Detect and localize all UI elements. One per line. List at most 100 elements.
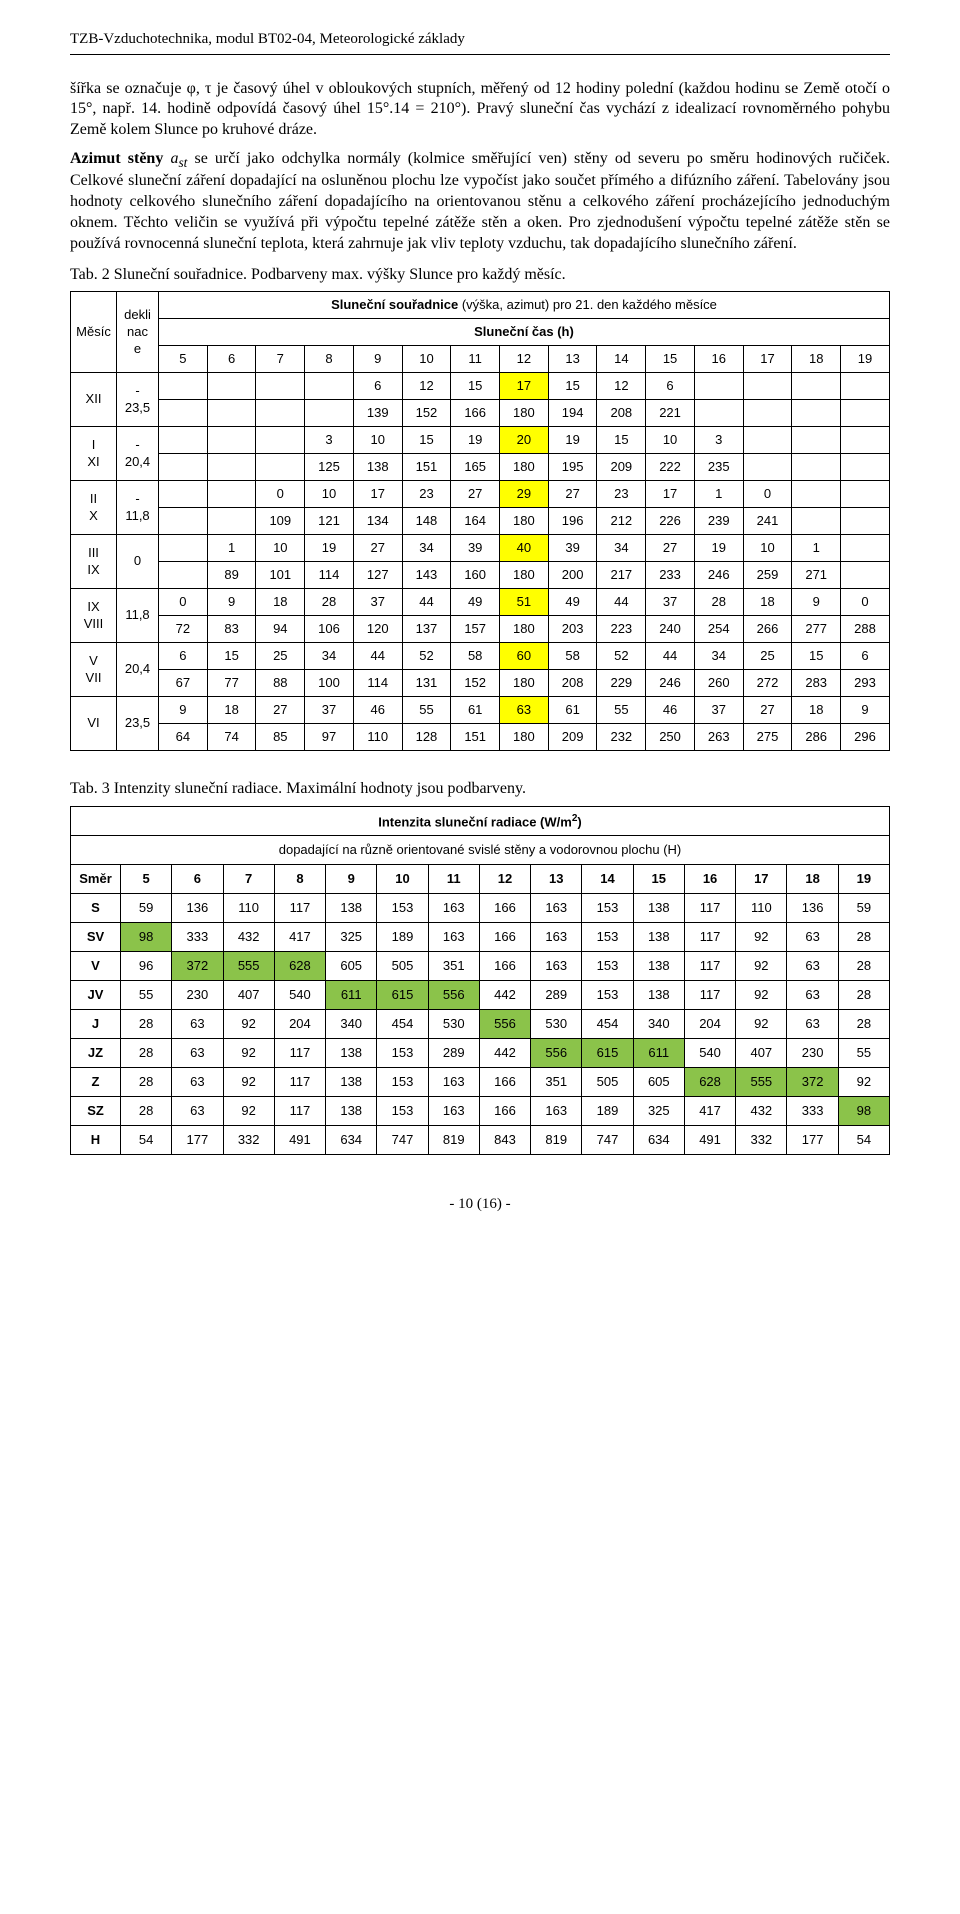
- t1-cell: [159, 373, 208, 400]
- t1-cell: 15: [548, 373, 597, 400]
- t1-cell: 49: [548, 589, 597, 616]
- t1-cell: [159, 481, 208, 508]
- t1-cell: [841, 508, 890, 535]
- t1-cell: 283: [792, 670, 841, 697]
- t1-cell: 77: [207, 670, 256, 697]
- t2-cell: 117: [274, 1097, 325, 1126]
- t2-cell: 138: [633, 981, 684, 1010]
- t2-hour: 13: [531, 865, 582, 894]
- t1-month: VI: [71, 697, 117, 751]
- t2-cell: 407: [736, 1039, 787, 1068]
- t1-cell: [159, 508, 208, 535]
- t2-cell: 432: [223, 923, 274, 952]
- t1-cell: [792, 481, 841, 508]
- t2-cell: 117: [684, 894, 735, 923]
- t2-hour: 16: [684, 865, 735, 894]
- t1-cell: 240: [646, 616, 695, 643]
- t1-cell: 44: [646, 643, 695, 670]
- t2-hour: 11: [428, 865, 479, 894]
- t2-hour: 12: [479, 865, 530, 894]
- t1-hour: 19: [841, 346, 890, 373]
- t1-cell: 226: [646, 508, 695, 535]
- t2-cell: 54: [121, 1126, 172, 1155]
- t2-cell: 189: [377, 923, 428, 952]
- t2-cell: 153: [582, 981, 633, 1010]
- t2-cell: 117: [684, 981, 735, 1010]
- t1-cell: 28: [694, 589, 743, 616]
- t1-cell: 1: [694, 481, 743, 508]
- t1-cell: 10: [256, 535, 305, 562]
- t2-cell: 163: [531, 1097, 582, 1126]
- t1-cell: 17: [500, 373, 549, 400]
- t2-hour: 9: [326, 865, 377, 894]
- t1-cell: 0: [256, 481, 305, 508]
- t1-decl: - 23,5: [117, 373, 159, 427]
- t1-cell: 9: [841, 697, 890, 724]
- t1-cell: 58: [451, 643, 500, 670]
- t2-cell: 407: [223, 981, 274, 1010]
- t2-cell: 138: [326, 1097, 377, 1126]
- t1-cell: 72: [159, 616, 208, 643]
- t2-cell: 615: [377, 981, 428, 1010]
- t2-cell: 63: [172, 1010, 223, 1039]
- t1-cell: 15: [597, 427, 646, 454]
- t2-cell: 819: [531, 1126, 582, 1155]
- t2-cell: 110: [736, 894, 787, 923]
- t1-cell: 127: [353, 562, 402, 589]
- t2-hour: 6: [172, 865, 223, 894]
- t1-hour: 10: [402, 346, 451, 373]
- t2-hour: 10: [377, 865, 428, 894]
- t1-cell: 208: [548, 670, 597, 697]
- t2-cell: 138: [326, 1068, 377, 1097]
- t1-decl: 23,5: [117, 697, 159, 751]
- t2-cell: 163: [428, 1068, 479, 1097]
- t2-cell: 166: [479, 952, 530, 981]
- t1-cell: [743, 427, 792, 454]
- t1-cell: 143: [402, 562, 451, 589]
- t2-cell: 28: [838, 952, 889, 981]
- t1-cell: 275: [743, 724, 792, 751]
- t2-cell: 230: [787, 1039, 838, 1068]
- t1-cell: [792, 508, 841, 535]
- t1-cell: 194: [548, 400, 597, 427]
- p2-rest: se určí jako odchylka normály (kolmice s…: [70, 150, 890, 252]
- t2-smer-header: Směr: [71, 865, 121, 894]
- t1-cell: 74: [207, 724, 256, 751]
- t2-cell: 55: [121, 981, 172, 1010]
- t1-cell: 200: [548, 562, 597, 589]
- t2-cell: 628: [684, 1068, 735, 1097]
- t1-cell: 19: [548, 427, 597, 454]
- t1-cell: [256, 373, 305, 400]
- t1-cell: 15: [207, 643, 256, 670]
- t2-cell: 628: [274, 952, 325, 981]
- t1-cell: 15: [402, 427, 451, 454]
- t2-hour: 7: [223, 865, 274, 894]
- t2-cell: 163: [428, 894, 479, 923]
- t2-cell: 505: [582, 1068, 633, 1097]
- t1-cell: [841, 373, 890, 400]
- t1-cell: 164: [451, 508, 500, 535]
- t2-cell: 163: [428, 923, 479, 952]
- paragraph-2: Azimut stěny ast se určí jako odchylka n…: [70, 149, 890, 255]
- t1-cell: 28: [305, 589, 354, 616]
- t2-cell: 454: [582, 1010, 633, 1039]
- t2-cell: 63: [172, 1039, 223, 1068]
- t2-cell: 28: [121, 1097, 172, 1126]
- t2-hour: 8: [274, 865, 325, 894]
- t1-cell: 254: [694, 616, 743, 643]
- t1-cell: 209: [548, 724, 597, 751]
- t1-cell: [841, 481, 890, 508]
- t1-cell: 61: [451, 697, 500, 724]
- t1-cell: 40: [500, 535, 549, 562]
- t1-cell: 180: [500, 454, 549, 481]
- t1-cell: 195: [548, 454, 597, 481]
- t1-cell: [792, 454, 841, 481]
- t1-cell: 9: [207, 589, 256, 616]
- t1-cell: 101: [256, 562, 305, 589]
- t2-cell: 204: [684, 1010, 735, 1039]
- t1-month: V VII: [71, 643, 117, 697]
- t1-cell: 293: [841, 670, 890, 697]
- t1-cell: [841, 427, 890, 454]
- t2-cell: 117: [684, 923, 735, 952]
- t1-cell: 165: [451, 454, 500, 481]
